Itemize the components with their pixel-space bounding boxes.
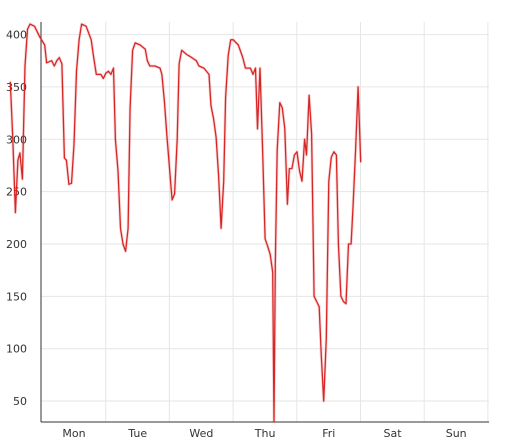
y-tick-label-400: 400 (6, 29, 27, 42)
y-tick-label-50: 50 (13, 395, 27, 408)
x-tick-label-wed: Wed (189, 427, 213, 440)
series-lines (8, 22, 363, 424)
y-tick-label-150: 150 (6, 290, 27, 303)
vertical-gridlines (105, 22, 489, 422)
x-tick-label-thu: Thu (254, 427, 276, 440)
x-tick-labels: Mon Tue Wed Thu Fri Sat Sun (62, 427, 466, 440)
x-tick-label-sat: Sat (383, 427, 402, 440)
y-tick-label-100: 100 (6, 343, 27, 356)
x-tick-label-sun: Sun (446, 427, 467, 440)
y-tick-label-300: 300 (6, 133, 27, 146)
x-tick-label-mon: Mon (62, 427, 85, 440)
x-tick-label-fri: Fri (322, 427, 335, 440)
series-line-0 (9, 23, 362, 423)
x-tick-label-tue: Tue (127, 427, 147, 440)
y-tick-label-200: 200 (6, 238, 27, 251)
